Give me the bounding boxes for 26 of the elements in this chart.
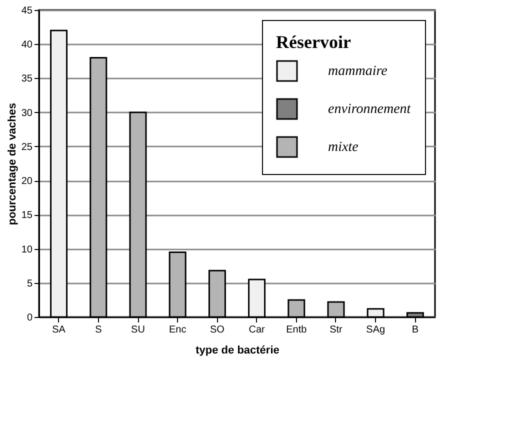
x-tick-label: Car [248,324,266,336]
legend-label: environnement [328,102,412,117]
x-tick-label: S [95,324,102,336]
y-tick-label: 0 [26,312,33,324]
y-tick-label: 40 [21,40,33,51]
x-tick-label: Str [330,324,344,336]
x-tick-label: SO [210,324,225,336]
x-axis-title: type de bactérie [196,344,280,356]
y-tick-label: 30 [21,108,33,119]
y-tick-label: 10 [21,244,33,256]
legend-title: Réservoir [276,32,351,52]
y-tick-label: 25 [21,142,33,153]
x-tick-label: SU [131,324,145,336]
y-tick-label: 15 [21,210,33,222]
x-tick-label: SAg [366,324,386,336]
legend-label: mixte [328,140,358,155]
y-tick-label: 20 [21,176,33,188]
legend-label: mammaire [328,64,388,79]
x-tick-label: Entb [286,324,308,336]
x-tick-label: B [412,324,419,336]
y-tick-label: 35 [21,74,33,85]
x-tick-label: Enc [168,324,186,336]
y-tick-label: 45 [21,6,33,16]
y-axis-title: pourcentage de vaches [6,102,18,226]
y-tick-label: 5 [26,278,33,290]
x-tick-label: SA [52,324,66,336]
